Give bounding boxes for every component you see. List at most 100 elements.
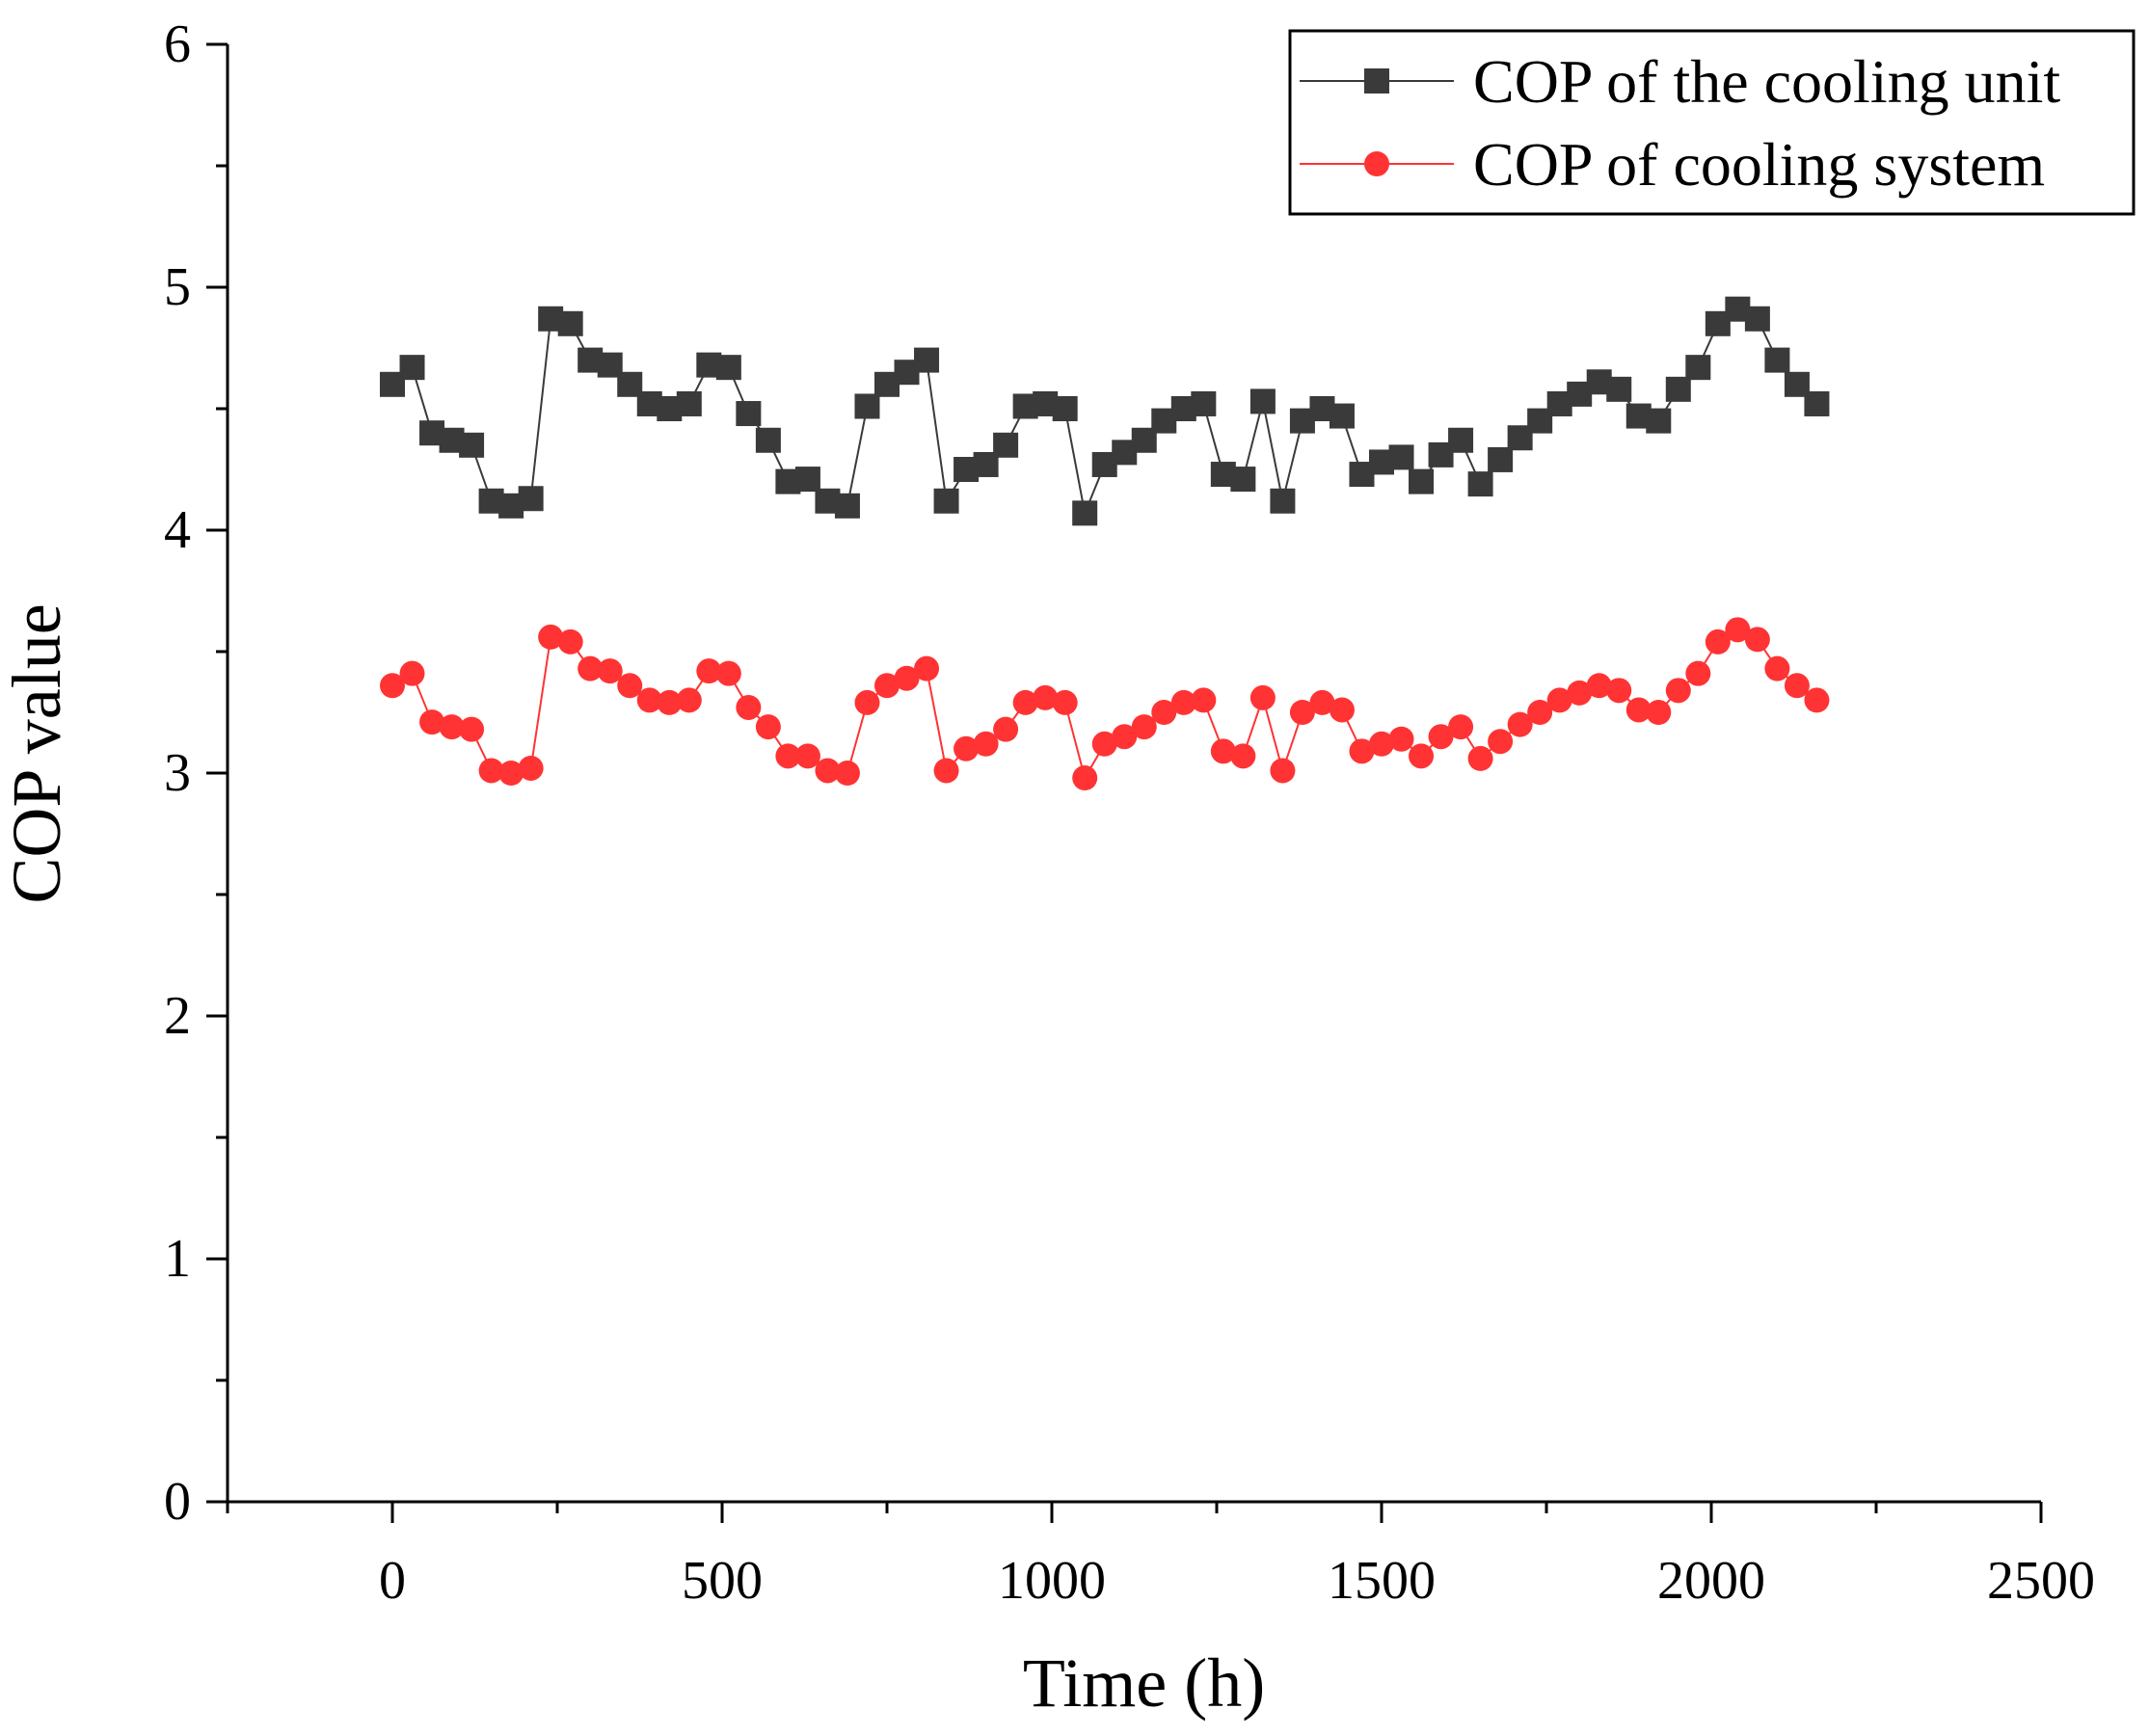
data-point: [1744, 627, 1770, 653]
data-point: [775, 743, 801, 769]
x-axis-title: Time (h): [1023, 1644, 1265, 1722]
series-layer: [380, 296, 1830, 791]
data-point: [1369, 731, 1394, 757]
data-point: [834, 493, 860, 519]
data-point: [1705, 628, 1731, 654]
legend: COP of the cooling unit COP of cooling sy…: [1288, 29, 2136, 216]
data-point: [1230, 743, 1256, 769]
x-tick-label: 2000: [1657, 1551, 1765, 1611]
data-point: [933, 488, 959, 514]
data-point: [1309, 689, 1335, 715]
data-point: [854, 689, 880, 715]
data-point: [1329, 697, 1355, 723]
data-point: [794, 743, 820, 769]
data-point: [1665, 678, 1691, 704]
data-point: [1388, 726, 1414, 752]
y-tick-label: 0: [164, 1472, 191, 1532]
data-point: [1488, 446, 1514, 472]
x-tick-label: 0: [379, 1551, 406, 1611]
y-tick-label: 2: [164, 986, 191, 1046]
series-cooling-unit: [380, 296, 1830, 526]
data-point: [1112, 724, 1138, 750]
y-tick-label: 6: [164, 14, 191, 74]
data-point: [1428, 724, 1454, 750]
data-point: [696, 658, 722, 684]
axes: 0 1 2 3 4 5 6 0 500 1000 1500 2000 2500: [164, 14, 2095, 1611]
data-point: [1329, 403, 1355, 429]
data-point: [518, 486, 544, 512]
data-point: [399, 660, 425, 686]
data-point: [676, 390, 702, 416]
data-point: [1606, 376, 1632, 402]
data-point: [1586, 673, 1612, 699]
data-point: [1646, 700, 1672, 725]
data-point: [1072, 765, 1098, 791]
data-point: [498, 761, 524, 786]
y-axis-title: COP value: [0, 603, 75, 903]
x-tick-label: 500: [682, 1551, 763, 1611]
data-point: [874, 673, 900, 699]
y-tick-label: 1: [164, 1229, 191, 1289]
data-point: [973, 731, 999, 757]
data-point: [459, 716, 485, 742]
data-point: [1151, 700, 1177, 725]
data-point: [1606, 678, 1632, 704]
y-tick-label: 5: [164, 257, 191, 317]
data-point: [597, 658, 623, 684]
legend-marker: [1364, 68, 1389, 93]
data-point: [1764, 347, 1790, 373]
data-point: [1388, 444, 1414, 470]
data-point: [518, 755, 544, 781]
data-point: [1764, 655, 1790, 681]
y-tick-label: 3: [164, 743, 191, 803]
data-point: [1270, 488, 1296, 514]
data-point: [1685, 355, 1711, 381]
data-point: [1646, 408, 1672, 434]
data-point: [1744, 306, 1770, 332]
data-point: [815, 758, 841, 784]
data-point: [1546, 687, 1572, 713]
data-point: [1091, 731, 1117, 757]
data-point: [439, 714, 465, 740]
data-point: [1804, 687, 1830, 713]
data-point: [1448, 427, 1474, 453]
data-point: [538, 624, 564, 650]
data-point: [736, 401, 762, 427]
data-point: [419, 709, 445, 735]
x-tick-label: 1000: [998, 1551, 1106, 1611]
data-point: [993, 716, 1019, 742]
data-point: [755, 427, 781, 453]
data-point: [1072, 500, 1098, 526]
data-point: [993, 432, 1019, 458]
data-point: [1191, 687, 1217, 713]
legend-marker: [1364, 151, 1389, 176]
data-point: [617, 673, 643, 699]
data-point: [933, 758, 959, 784]
data-point: [894, 665, 920, 691]
data-point: [1409, 468, 1435, 494]
data-point: [1507, 711, 1533, 737]
data-point: [1349, 738, 1375, 764]
data-point: [478, 758, 504, 784]
data-point: [1170, 689, 1196, 715]
data-point: [1230, 467, 1256, 493]
data-point: [914, 347, 940, 373]
data-point: [1052, 689, 1078, 715]
data-point: [1289, 700, 1315, 725]
data-point: [380, 673, 405, 699]
data-point: [557, 628, 583, 654]
data-point: [459, 432, 485, 458]
data-point: [834, 761, 860, 786]
data-point: [1249, 684, 1276, 710]
data-point: [557, 310, 583, 336]
series-cooling-system: [380, 617, 1830, 791]
legend-label: COP of the cooling unit: [1473, 47, 2060, 116]
data-point: [1567, 680, 1593, 706]
data-point: [1467, 471, 1493, 497]
data-point: [1784, 673, 1810, 699]
data-point: [1665, 376, 1691, 402]
data-point: [1191, 390, 1217, 416]
data-point: [914, 655, 940, 681]
